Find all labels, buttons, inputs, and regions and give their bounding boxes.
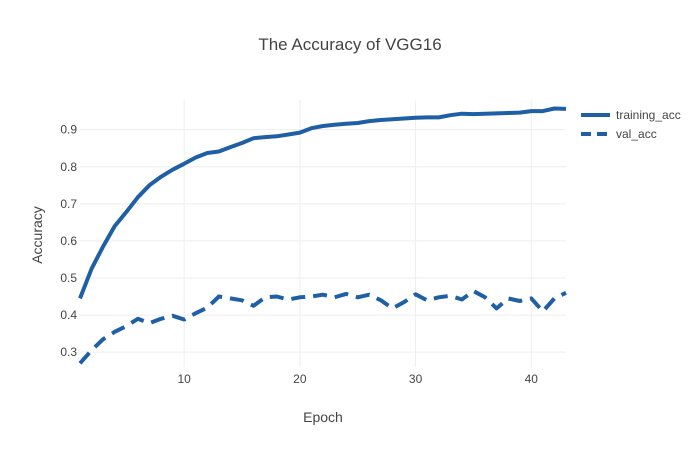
- y-tick-label: 0.8: [60, 160, 77, 174]
- y-tick-label: 0.6: [60, 234, 77, 248]
- x-tick-label: 10: [177, 372, 191, 386]
- x-tick-label: 30: [409, 372, 423, 386]
- legend[interactable]: training_acc val_acc: [581, 108, 681, 141]
- legend-label: training_acc: [616, 108, 681, 122]
- grid: [80, 100, 566, 367]
- series-line-training-acc: [78, 106, 567, 300]
- y-tick-label: 0.3: [60, 345, 77, 359]
- y-axis-ticks: 0.3 0.4 0.5 0.6 0.7 0.8 0.9: [60, 123, 77, 359]
- legend-item-training-acc[interactable]: training_acc: [581, 108, 681, 122]
- legend-label: val_acc: [616, 127, 657, 141]
- y-tick-label: 0.5: [60, 271, 77, 285]
- x-tick-label: 40: [525, 372, 539, 386]
- x-tick-label: 20: [293, 372, 307, 386]
- y-axis-title: Accuracy: [29, 206, 45, 264]
- legend-item-val-acc[interactable]: val_acc: [581, 127, 657, 141]
- series-line-val-acc: [78, 289, 567, 365]
- y-tick-label: 0.9: [60, 123, 77, 137]
- x-axis-ticks: 10 20 30 40: [177, 372, 538, 386]
- y-tick-label: 0.4: [60, 308, 77, 322]
- chart-title: The Accuracy of VGG16: [258, 35, 441, 54]
- series-lines: [78, 106, 567, 365]
- x-axis-title: Epoch: [303, 409, 343, 425]
- y-tick-label: 0.7: [60, 197, 77, 211]
